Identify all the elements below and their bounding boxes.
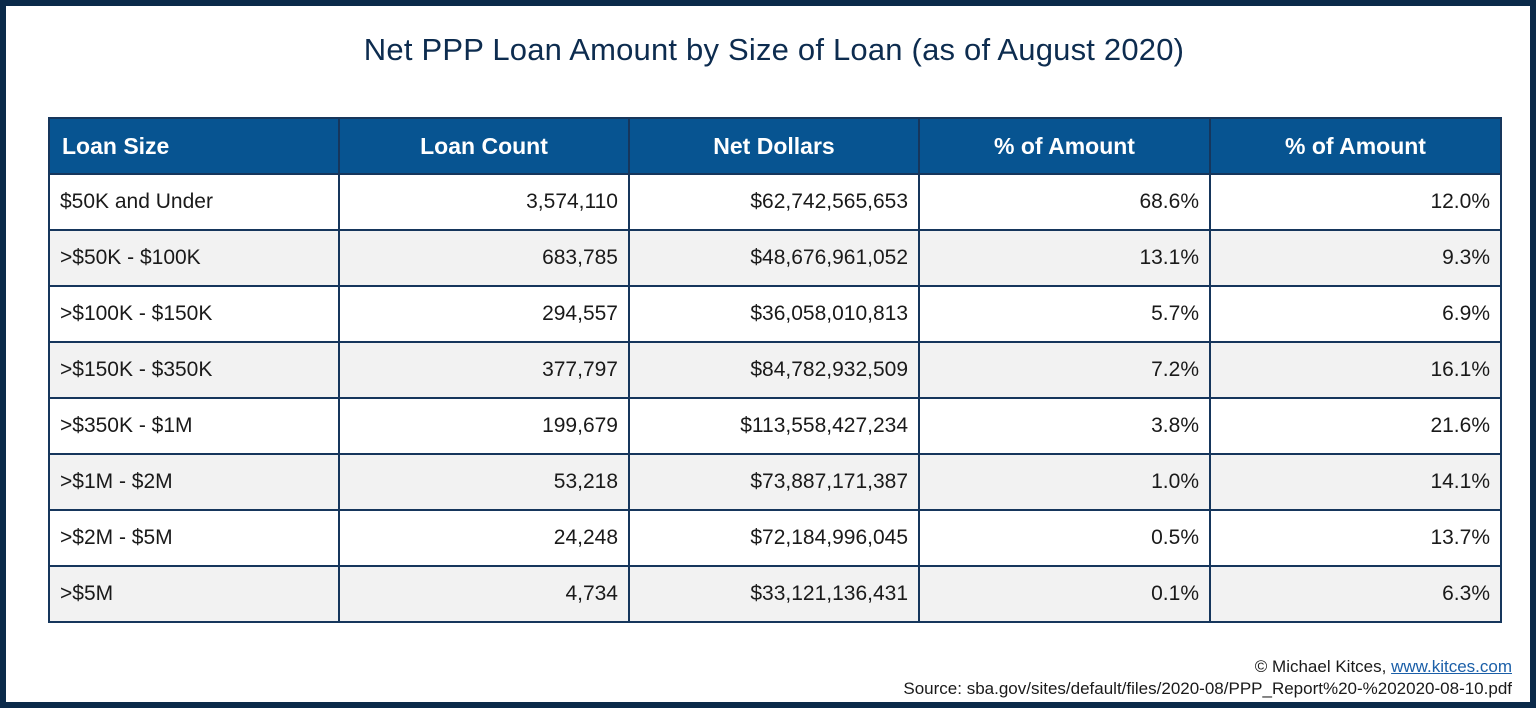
kitces-link[interactable]: www.kitces.com bbox=[1391, 657, 1512, 676]
table-row: >$1M - $2M 53,218 $73,887,171,387 1.0% 1… bbox=[48, 453, 1502, 511]
header-loan-count: Loan Count bbox=[338, 117, 630, 175]
cell-loan-size: >$100K - $150K bbox=[48, 285, 340, 343]
footer: © Michael Kitces, www.kitces.com Source:… bbox=[903, 656, 1512, 700]
cell-pct-count: 3.8% bbox=[918, 397, 1211, 455]
page-title: Net PPP Loan Amount by Size of Loan (as … bbox=[363, 32, 1185, 67]
loan-size-table: Loan Size Loan Count Net Dollars % of Am… bbox=[48, 117, 1502, 623]
cell-loan-size: >$5M bbox=[48, 565, 340, 623]
copyright-line: © Michael Kitces, www.kitces.com bbox=[903, 656, 1512, 678]
cell-pct-count: 68.6% bbox=[918, 173, 1211, 231]
cell-pct-amount: 16.1% bbox=[1209, 341, 1502, 399]
cell-pct-amount: 9.3% bbox=[1209, 229, 1502, 287]
cell-pct-amount: 21.6% bbox=[1209, 397, 1502, 455]
cell-loan-count: 377,797 bbox=[338, 341, 630, 399]
table-row: >$50K - $100K 683,785 $48,676,961,052 13… bbox=[48, 229, 1502, 287]
cell-pct-count: 1.0% bbox=[918, 453, 1211, 511]
table-row: >$150K - $350K 377,797 $84,782,932,509 7… bbox=[48, 341, 1502, 399]
table-header-row: Loan Size Loan Count Net Dollars % of Am… bbox=[48, 117, 1502, 175]
table-row: >$5M 4,734 $33,121,136,431 0.1% 6.3% bbox=[48, 565, 1502, 623]
source-text: Source: sba.gov/sites/default/files/2020… bbox=[903, 679, 1512, 698]
cell-loan-count: 24,248 bbox=[338, 509, 630, 567]
cell-loan-count: 3,574,110 bbox=[338, 173, 630, 231]
cell-net-dollars: $73,887,171,387 bbox=[628, 453, 920, 511]
table-row: $50K and Under 3,574,110 $62,742,565,653… bbox=[48, 173, 1502, 231]
cell-pct-count: 5.7% bbox=[918, 285, 1211, 343]
header-pct-of-amount: % of Amount bbox=[1209, 117, 1502, 175]
cell-pct-amount: 6.3% bbox=[1209, 565, 1502, 623]
cell-pct-amount: 6.9% bbox=[1209, 285, 1502, 343]
cell-loan-size: >$50K - $100K bbox=[48, 229, 340, 287]
cell-net-dollars: $84,782,932,509 bbox=[628, 341, 920, 399]
table-row: >$2M - $5M 24,248 $72,184,996,045 0.5% 1… bbox=[48, 509, 1502, 567]
cell-loan-size: >$350K - $1M bbox=[48, 397, 340, 455]
cell-net-dollars: $36,058,010,813 bbox=[628, 285, 920, 343]
cell-loan-count: 683,785 bbox=[338, 229, 630, 287]
header-pct-of-count: % of Amount bbox=[918, 117, 1211, 175]
cell-pct-count: 7.2% bbox=[918, 341, 1211, 399]
copyright-text: © Michael Kitces, bbox=[1254, 657, 1392, 676]
cell-pct-count: 0.5% bbox=[918, 509, 1211, 567]
cell-loan-size: >$150K - $350K bbox=[48, 341, 340, 399]
cell-loan-size: >$1M - $2M bbox=[48, 453, 340, 511]
cell-net-dollars: $62,742,565,653 bbox=[628, 173, 920, 231]
cell-net-dollars: $33,121,136,431 bbox=[628, 565, 920, 623]
cell-loan-size: >$2M - $5M bbox=[48, 509, 340, 567]
cell-net-dollars: $48,676,961,052 bbox=[628, 229, 920, 287]
cell-loan-count: 53,218 bbox=[338, 453, 630, 511]
cell-pct-count: 0.1% bbox=[918, 565, 1211, 623]
cell-loan-count: 294,557 bbox=[338, 285, 630, 343]
cell-pct-amount: 12.0% bbox=[1209, 173, 1502, 231]
cell-loan-size: $50K and Under bbox=[48, 173, 340, 231]
cell-loan-count: 4,734 bbox=[338, 565, 630, 623]
cell-net-dollars: $72,184,996,045 bbox=[628, 509, 920, 567]
header-loan-size: Loan Size bbox=[48, 117, 340, 175]
table-row: >$100K - $150K 294,557 $36,058,010,813 5… bbox=[48, 285, 1502, 343]
table-row: >$350K - $1M 199,679 $113,558,427,234 3.… bbox=[48, 397, 1502, 455]
cell-pct-count: 13.1% bbox=[918, 229, 1211, 287]
cell-loan-count: 199,679 bbox=[338, 397, 630, 455]
cell-net-dollars: $113,558,427,234 bbox=[628, 397, 920, 455]
cell-pct-amount: 14.1% bbox=[1209, 453, 1502, 511]
header-net-dollars: Net Dollars bbox=[628, 117, 920, 175]
cell-pct-amount: 13.7% bbox=[1209, 509, 1502, 567]
